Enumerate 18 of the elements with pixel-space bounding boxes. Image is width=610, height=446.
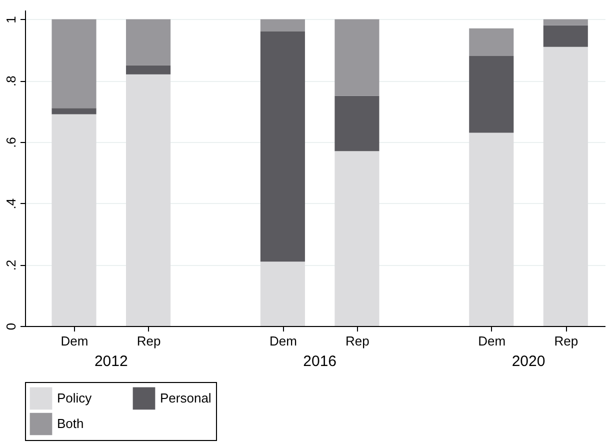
- x-tick-label: Rep: [346, 334, 370, 348]
- legend-label: Both: [57, 416, 84, 431]
- y-tick-label: .8: [4, 76, 18, 86]
- y-tick-label: 0: [4, 322, 18, 330]
- text: 2012: [94, 353, 128, 370]
- y-tick-label: .6: [4, 137, 18, 148]
- x-tick-label: Dem: [269, 334, 297, 348]
- text: 2016: [303, 353, 337, 370]
- y-tick-label: 1: [4, 16, 18, 24]
- text: 2020: [512, 353, 546, 370]
- legend-label: Policy: [57, 390, 92, 406]
- x-tick-label: Rep: [136, 334, 161, 348]
- legend-label: Personal: [160, 390, 212, 406]
- y-tick-label: .4: [4, 198, 18, 210]
- y-tick-label: .2: [4, 260, 18, 271]
- x-tick-label: Rep: [554, 334, 578, 348]
- x-tick-label: Dem: [60, 334, 88, 348]
- x-tick-label: Dem: [478, 334, 506, 348]
